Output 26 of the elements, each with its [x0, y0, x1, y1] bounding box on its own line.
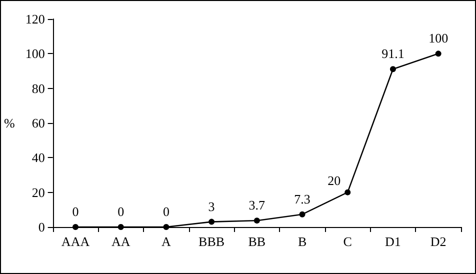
y-tick-label: 80	[32, 80, 45, 96]
y-tick-label: 0	[38, 220, 45, 234]
x-tick-label: D2	[430, 234, 446, 249]
x-tick-label: BB	[248, 234, 266, 249]
data-label: 7.3	[294, 191, 310, 206]
data-label: 0	[162, 204, 170, 219]
data-label: 91.1	[382, 46, 404, 62]
x-tick-label: AA	[111, 234, 131, 249]
y-axis-title: %	[4, 116, 15, 130]
x-tick-label: B	[298, 234, 307, 249]
data-label: 20	[328, 172, 341, 188]
y-tick-label: 100	[25, 46, 45, 62]
data-label: 100	[428, 30, 448, 46]
x-tick-label: A	[162, 234, 172, 249]
y-tick-label: 120	[25, 12, 45, 26]
x-tick-label: BBB	[198, 234, 225, 249]
x-tick-label: AAA	[61, 234, 90, 249]
y-tick-label: 20	[32, 184, 45, 200]
x-tick-label: D1	[385, 234, 401, 249]
data-label: 3.7	[248, 198, 266, 213]
y-tick-label: 40	[32, 150, 45, 166]
x-tick-label: C	[343, 234, 352, 249]
data-label: 0	[118, 204, 124, 219]
data-label: 0	[72, 204, 79, 219]
y-tick-label: 60	[32, 116, 45, 130]
data-label: 3	[208, 198, 215, 214]
